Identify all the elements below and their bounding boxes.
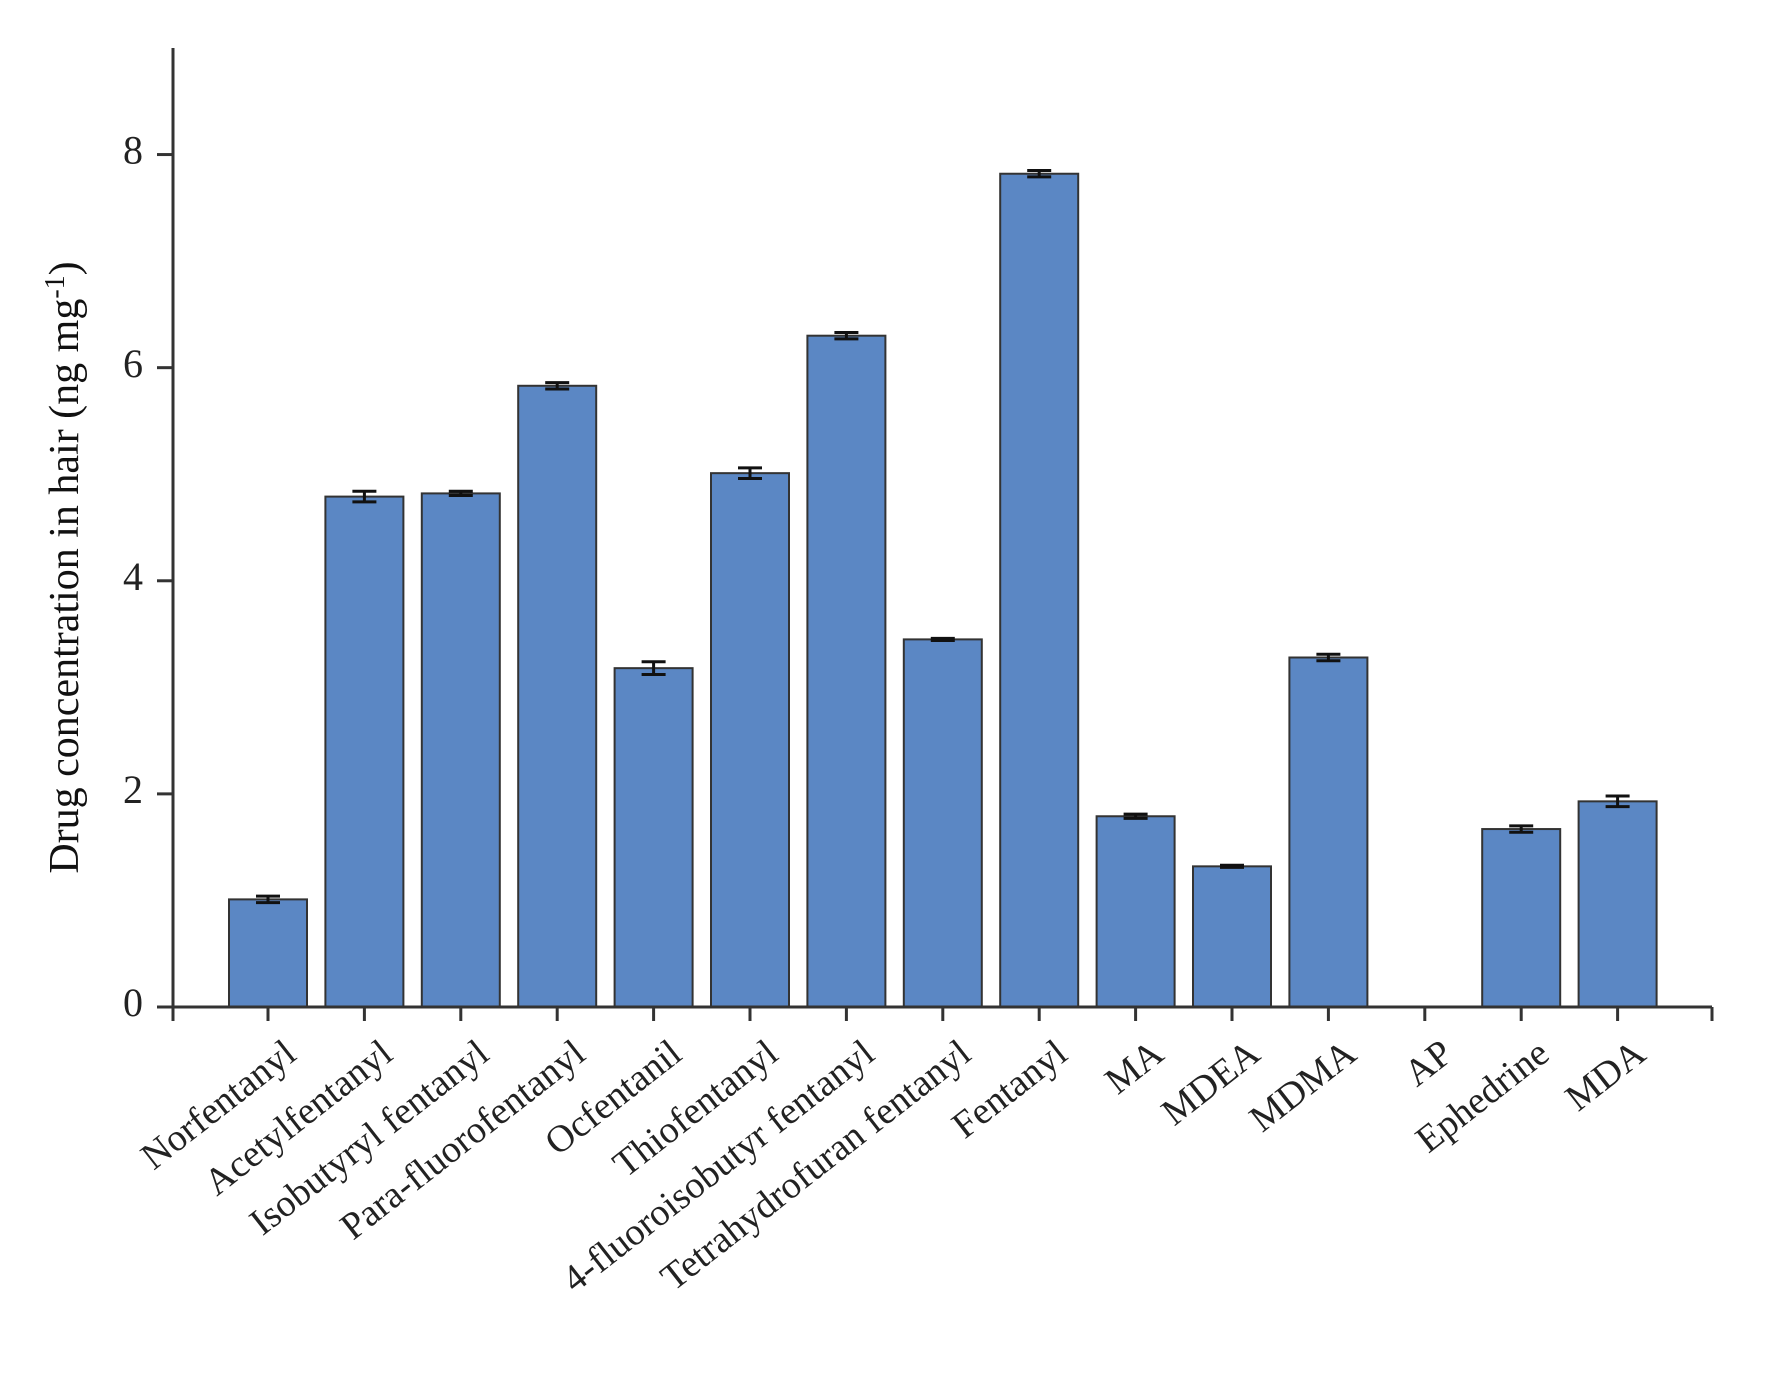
- error-bar-8: [1027, 169, 1052, 179]
- bar-3: [517, 384, 598, 1008]
- bar-7: [902, 638, 983, 1009]
- bar-8: [999, 172, 1080, 1009]
- y-axis-title: Drug concentration in hair (ng mg-1): [40, 261, 88, 873]
- bars-layer: [228, 172, 1658, 1009]
- error-bar-7: [930, 636, 955, 642]
- bar-11: [1288, 656, 1369, 1009]
- bar-10: [1192, 865, 1272, 1009]
- error-bar-0: [256, 894, 280, 905]
- axes-layer: [157, 48, 1714, 1021]
- error-bar-6: [834, 331, 859, 341]
- bar-4: [613, 667, 694, 1008]
- x-tick-label-9: MA: [1097, 1031, 1172, 1102]
- error-bar-11: [1316, 652, 1341, 663]
- bar-5: [710, 472, 790, 1008]
- error-bar-13: [1509, 824, 1534, 834]
- y-tick-label-4: 8: [123, 128, 143, 173]
- bar-9: [1095, 815, 1176, 1009]
- x-tick-label-11: MDMA: [1242, 1031, 1365, 1140]
- error-bar-4: [641, 660, 666, 677]
- error-bar-9: [1123, 812, 1148, 820]
- bar-14: [1577, 800, 1658, 1008]
- x-tick-label-14: MDA: [1558, 1031, 1654, 1119]
- y-tick-label-1: 2: [123, 767, 143, 812]
- bar-13: [1481, 828, 1562, 1009]
- error-bar-5: [738, 466, 762, 480]
- error-bar-1: [352, 489, 377, 504]
- bar-2: [420, 492, 501, 1008]
- x-tick-label-12: AP: [1396, 1032, 1460, 1095]
- error-bar-14: [1605, 794, 1630, 809]
- y-tick-label-2: 4: [123, 554, 143, 599]
- y-tick-label-3: 6: [123, 341, 143, 386]
- error-bar-3: [545, 381, 570, 391]
- error-bar-2: [448, 489, 473, 498]
- error-bar-10: [1220, 863, 1244, 869]
- y-tick-label-0: 0: [123, 980, 143, 1025]
- bar-0: [228, 898, 308, 1009]
- bar-1: [324, 495, 405, 1008]
- bar-6: [806, 334, 887, 1008]
- error-bars-layer: [256, 169, 1630, 905]
